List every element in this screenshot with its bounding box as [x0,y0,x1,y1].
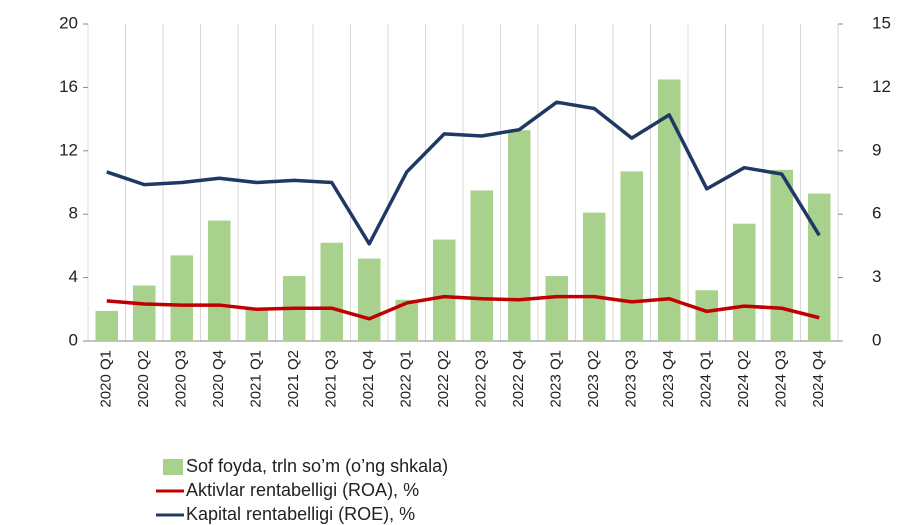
bar [583,212,606,341]
bar [208,220,231,341]
x-tick-label: 2020 Q1 [98,350,115,408]
legend-label: Aktivlar rentabelligi (ROA), % [186,480,419,500]
bar [320,242,343,341]
bar [470,190,493,341]
bar [620,171,643,341]
legend-swatch [163,459,183,475]
y2-tick-label: 6 [872,204,881,223]
bar [95,310,118,341]
legend-label: Kapital rentabelligi (ROE), % [186,504,415,524]
y-tick-label: 20 [59,13,78,32]
y2-tick-label: 0 [872,330,881,349]
x-tick-label: 2021 Q1 [248,350,265,408]
bar [358,258,381,341]
y2-tick-label: 3 [872,267,881,286]
y-tick-label: 8 [69,204,78,223]
x-tick-label: 2024 Q2 [735,350,752,408]
line [106,100,821,246]
x-tick-label: 2021 Q2 [285,350,302,408]
bar [770,169,793,341]
x-tick-label: 2023 Q3 [623,350,640,408]
y-tick-label: 4 [69,267,78,286]
y2-tick-label: 15 [872,13,891,32]
x-tick-label: 2020 Q3 [173,350,190,408]
x-tick-label: 2023 Q1 [548,350,565,408]
x-tick-label: 2021 Q4 [360,350,377,408]
bar [133,285,156,341]
x-tick-label: 2024 Q1 [698,350,715,408]
y-tick-label: 0 [69,330,78,349]
x-tick-label: 2022 Q4 [510,350,527,408]
y-tick-label: 12 [59,140,78,159]
legend-label: Sof foyda, trln so’m (o’ng shkala) [186,456,448,476]
bar [808,193,831,341]
x-tick-label: 2020 Q2 [135,350,152,408]
x-tick-label: 2022 Q3 [473,350,490,408]
bar [658,79,681,341]
bar [695,290,718,341]
x-tick-label: 2022 Q1 [398,350,415,408]
bar [395,299,418,341]
bar [433,239,456,341]
x-tick-label: 2024 Q4 [810,350,827,408]
y2-tick-label: 12 [872,77,891,96]
bar [508,130,531,341]
x-tick-label: 2020 Q4 [210,350,227,408]
y2-tick-label: 9 [872,140,881,159]
bar [733,223,756,341]
x-tick-label: 2023 Q2 [585,350,602,408]
x-tick-label: 2023 Q4 [660,350,677,408]
y-tick-label: 16 [59,77,78,96]
bar [545,276,568,341]
bar [245,309,268,341]
bar [170,255,193,341]
x-tick-label: 2022 Q2 [435,350,452,408]
x-tick-label: 2021 Q3 [323,350,340,408]
x-tick-label: 2024 Q3 [773,350,790,408]
line [106,294,820,321]
